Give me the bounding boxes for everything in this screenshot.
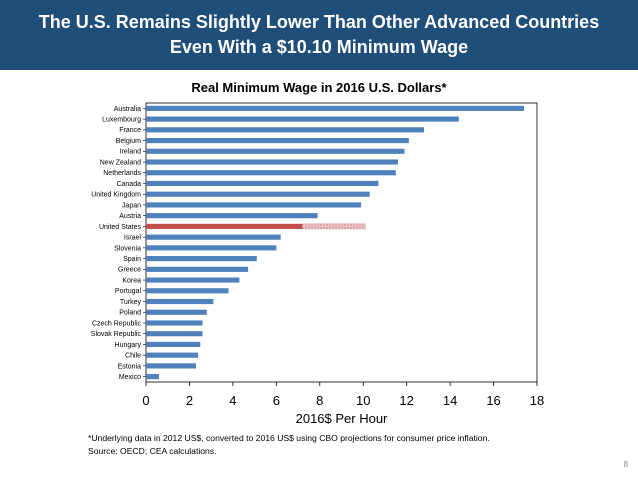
y-tick-label-turkey: Turkey — [120, 299, 142, 306]
bar-united-states — [146, 223, 303, 229]
y-tick-label-united-kingdom: United Kingdom — [91, 192, 141, 199]
x-axis-label: 2016$ Per Hour — [296, 411, 388, 426]
y-tick-label-united-states: United States — [99, 224, 142, 231]
plot-area-frame — [145, 102, 538, 383]
bar-poland — [146, 309, 207, 315]
footnote-text: *Underlying data in 2012 US$, converted … — [88, 433, 490, 443]
x-tick-label-14: 14 — [443, 393, 457, 408]
bar-turkey — [146, 298, 214, 305]
y-tick-label-slovenia: Slovenia — [114, 245, 141, 252]
bar-korea — [146, 277, 240, 283]
y-tick-label-chile: Chile — [125, 353, 141, 360]
bar-australia — [146, 105, 524, 111]
bar-canada — [146, 180, 379, 187]
y-tick-label-israel: Israel — [124, 235, 142, 242]
bar-estonia — [146, 363, 196, 369]
title-banner: The U.S. Remains Slightly Lower Than Oth… — [0, 0, 638, 70]
slide-title-line2: Even With a $10.10 Minimum Wage — [169, 37, 469, 57]
source-text: Source: OECD; CEA calculations. — [88, 446, 217, 456]
bar-new-zealand — [146, 159, 398, 165]
slide-title-line1: The U.S. Remains Slightly Lower Than Oth… — [38, 12, 600, 32]
x-tick-label-16: 16 — [486, 393, 500, 408]
bar-france — [146, 127, 425, 133]
bar-mexico — [146, 374, 160, 380]
x-tick-label-8: 8 — [316, 393, 323, 408]
x-tick-label-4: 4 — [229, 393, 236, 408]
x-tick-label-2: 2 — [186, 393, 193, 408]
y-tick-label-australia: Australia — [114, 106, 141, 113]
x-tick-label-0: 0 — [142, 393, 149, 408]
bar-luxembourg — [146, 116, 459, 122]
bar-netherlands — [146, 170, 396, 176]
bar-israel — [146, 234, 281, 240]
y-tick-label-estonia: Estonia — [118, 363, 141, 370]
y-tick-label-slovak-republic: Slovak Republic — [91, 331, 142, 338]
y-tick-label-ireland: Ireland — [120, 149, 142, 156]
y-tick-label-luxembourg: Luxembourg — [102, 116, 141, 123]
bar-belgium — [146, 137, 409, 144]
bar-greece — [146, 266, 249, 272]
y-tick-label-belgium: Belgium — [116, 138, 141, 145]
bar-spain — [146, 256, 257, 262]
bar-chile — [146, 352, 199, 358]
x-tick-label-6: 6 — [273, 393, 280, 408]
page-number: 8 — [623, 460, 628, 469]
footnote: *Underlying data in 2012 US$, converted … — [88, 432, 490, 458]
y-tick-label-france: France — [119, 127, 141, 134]
y-tick-label-poland: Poland — [119, 310, 141, 317]
bar-austria — [146, 213, 318, 219]
y-tick-label-hungary: Hungary — [115, 342, 142, 349]
y-tick-label-canada: Canada — [116, 181, 141, 188]
bar-slovak-republic — [146, 331, 203, 337]
y-tick-label-spain: Spain — [123, 256, 141, 263]
y-tick-label-austria: Austria — [119, 213, 141, 220]
y-tick-label-mexico: Mexico — [119, 374, 141, 381]
x-tick-label-12: 12 — [399, 393, 413, 408]
y-tick-label-japan: Japan — [122, 202, 141, 209]
bar-united-states-proposed — [302, 223, 366, 230]
bar-czech-republic — [146, 320, 203, 326]
y-tick-label-netherlands: Netherlands — [103, 170, 141, 177]
bar-hungary — [146, 341, 201, 348]
bar-united-kingdom — [146, 191, 370, 197]
y-tick-label-portugal: Portugal — [115, 288, 142, 295]
y-tick-label-czech-republic: Czech Republic — [92, 320, 142, 327]
x-tick-label-18: 18 — [530, 393, 544, 408]
bar-portugal — [146, 288, 229, 294]
bar-slovenia — [146, 245, 277, 251]
bar-ireland — [146, 148, 405, 154]
y-tick-label-korea: Korea — [122, 277, 141, 284]
y-tick-label-new-zealand: New Zealand — [100, 159, 141, 166]
chart-title: Real Minimum Wage in 2016 U.S. Dollars* — [191, 80, 447, 95]
x-tick-label-10: 10 — [356, 393, 370, 408]
y-tick-label-greece: Greece — [118, 267, 141, 274]
bar-japan — [146, 202, 362, 208]
